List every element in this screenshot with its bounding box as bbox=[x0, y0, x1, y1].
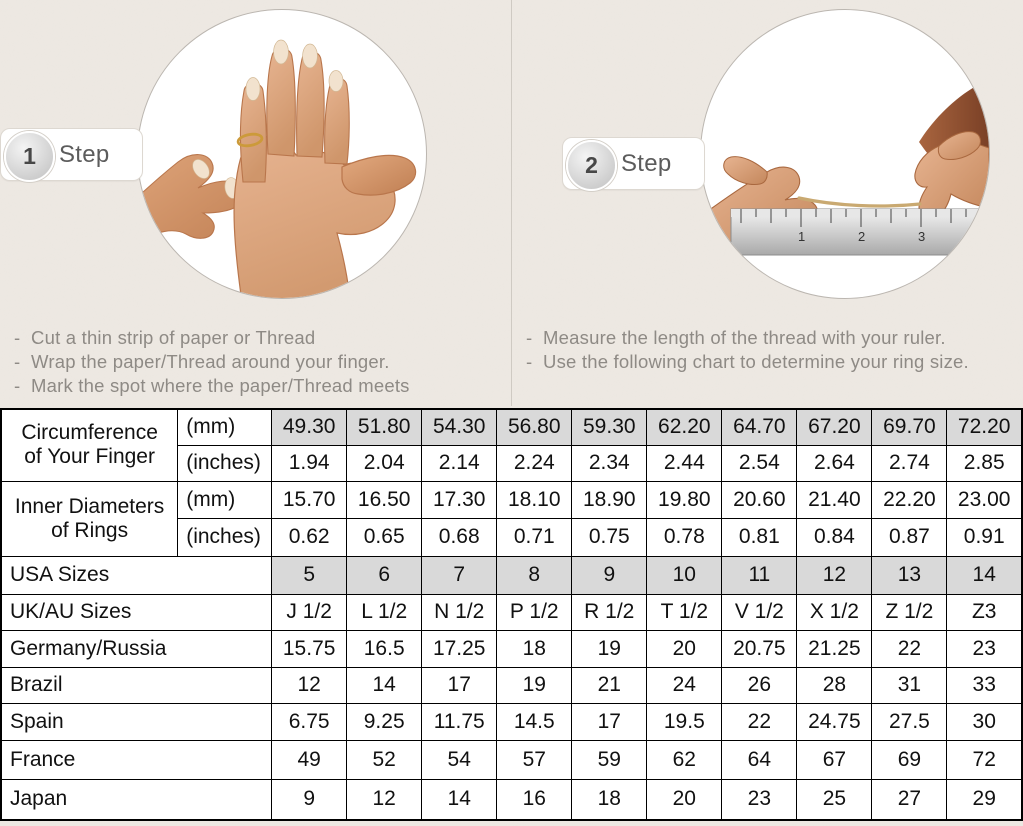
svg-text:1: 1 bbox=[798, 229, 805, 244]
svg-text:3: 3 bbox=[918, 229, 925, 244]
svg-text:2: 2 bbox=[858, 229, 865, 244]
